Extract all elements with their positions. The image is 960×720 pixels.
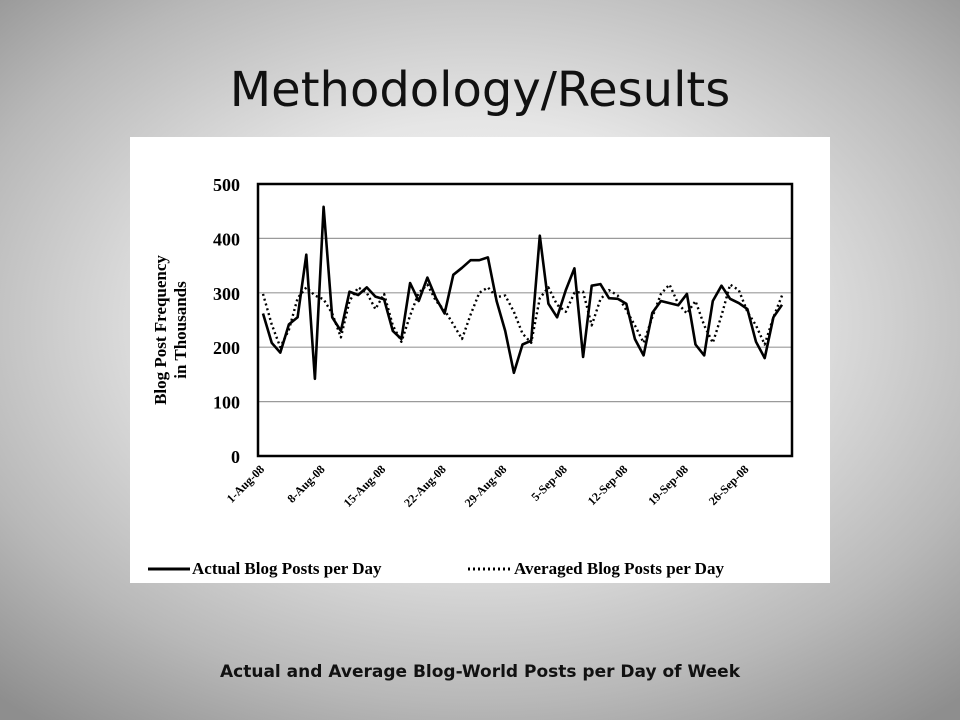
x-tick-label: 29-Aug-08: [462, 462, 510, 510]
line-chart: 0 100 200 300 400 500 1-Aug-08 8-Aug-08 15-Aug-…: [148, 175, 794, 578]
grid-lines: [258, 237, 792, 403]
legend: Actual Blog Posts per Day Averaged Blog …: [148, 559, 724, 578]
x-tick-label: 22-Aug-08: [401, 462, 449, 510]
y-tick-label: 100: [213, 393, 240, 413]
x-tick-label: 12-Sep-08: [585, 462, 631, 508]
x-tick-label: 5-Sep-08: [528, 462, 569, 503]
x-tick-label: 15-Aug-08: [341, 462, 389, 510]
slide-title: Methodology/Results: [229, 62, 731, 118]
y-tick-label: 200: [213, 338, 240, 358]
y-tick-labels: 0 100 200 300 400 500: [213, 175, 240, 467]
x-tick-labels: 1-Aug-08 8-Aug-08 15-Aug-08 22-Aug-08 29-Aug…: [224, 462, 752, 510]
x-tick-label: 26-Sep-08: [706, 462, 752, 508]
chart-panel: 0 100 200 300 400 500 1-Aug-08 8-Aug-08 15-Aug-…: [130, 137, 830, 583]
chart-caption: Actual and Average Blog-World Posts per …: [219, 662, 740, 682]
x-tick-label: 19-Sep-08: [645, 462, 691, 508]
y-tick-label: 500: [213, 175, 240, 195]
plot-frame: [256, 182, 794, 458]
series-line-averaged: [261, 283, 784, 349]
y-axis-label-line-1: Blog Post Frequency: [151, 255, 170, 405]
y-axis-label-line-2: in Thousands: [171, 281, 190, 379]
y-tick-label: 300: [213, 284, 240, 304]
legend-label-actual: Actual Blog Posts per Day: [192, 559, 382, 578]
x-tick-label: 8-Aug-08: [284, 462, 327, 505]
y-tick-label: 0: [231, 447, 240, 467]
series-line-actual: [261, 205, 784, 381]
legend-label-averaged: Averaged Blog Posts per Day: [514, 559, 724, 578]
x-tick-label: 1-Aug-08: [224, 462, 267, 505]
series-lines: [261, 205, 784, 381]
y-tick-label: 400: [213, 229, 240, 249]
